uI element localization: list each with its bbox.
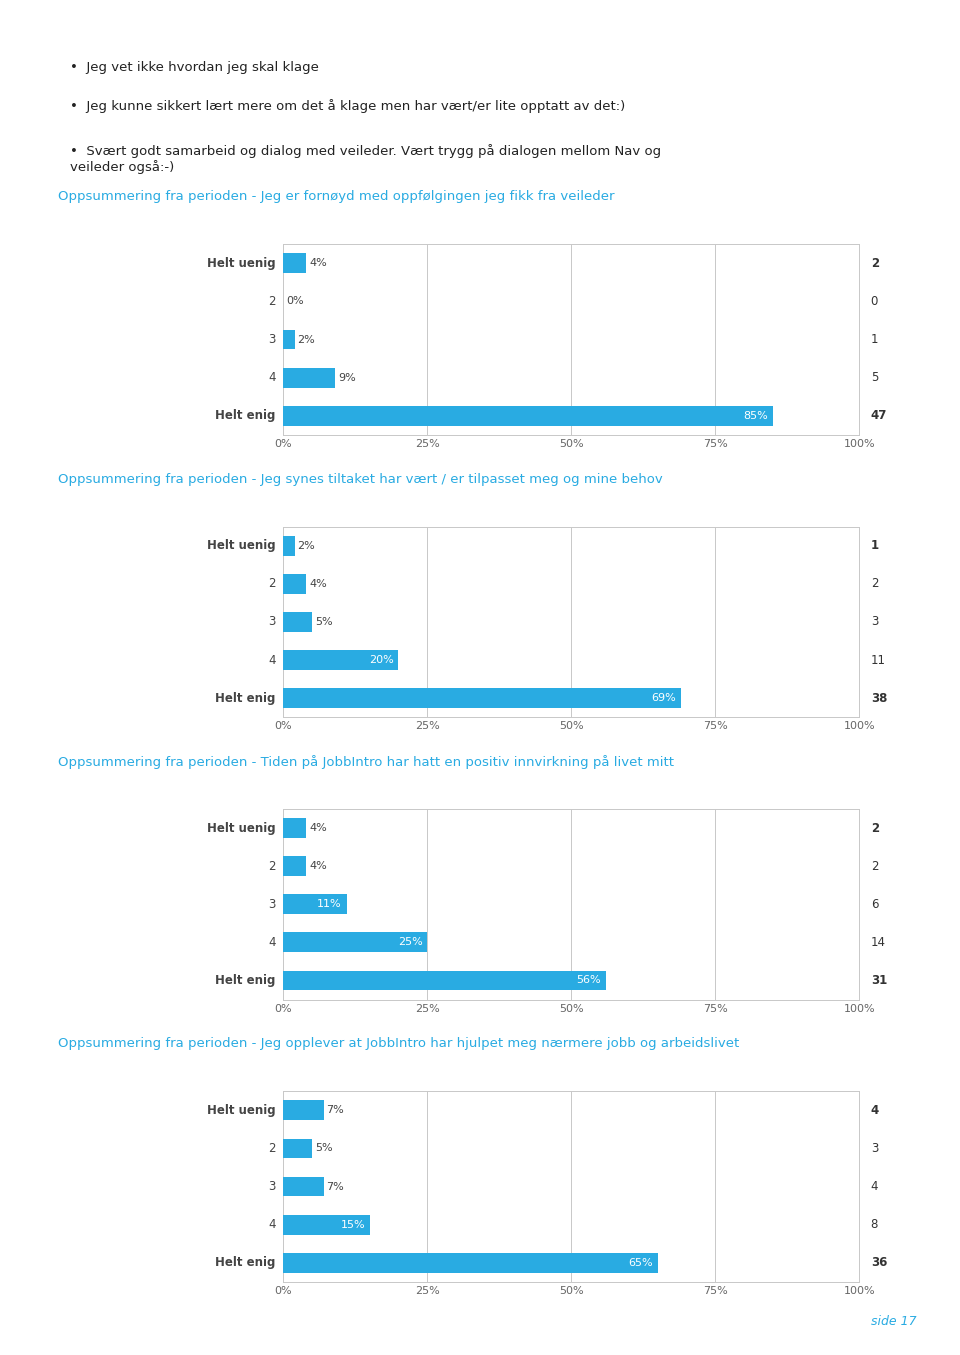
- Text: 4%: 4%: [309, 579, 326, 589]
- Text: Helt enig: Helt enig: [215, 1256, 276, 1270]
- Bar: [283, 575, 306, 593]
- Text: 4: 4: [268, 936, 276, 948]
- Bar: [283, 818, 306, 837]
- Text: 5%: 5%: [315, 617, 332, 627]
- Text: 4%: 4%: [309, 822, 326, 833]
- Bar: [283, 329, 295, 350]
- Text: 11%: 11%: [318, 900, 342, 909]
- Text: 38: 38: [871, 691, 887, 705]
- Text: 85%: 85%: [743, 411, 768, 421]
- Text: 2: 2: [871, 859, 878, 873]
- Text: 1: 1: [871, 333, 878, 346]
- Text: 2: 2: [268, 1142, 276, 1154]
- Text: 4: 4: [268, 653, 276, 667]
- Text: Oppsummering fra perioden - Jeg opplever at JobbIntro har hjulpet meg nærmere jo: Oppsummering fra perioden - Jeg opplever…: [58, 1038, 739, 1050]
- Text: 25%: 25%: [397, 938, 422, 947]
- Text: 4%: 4%: [309, 259, 326, 268]
- Text: 1: 1: [871, 539, 878, 553]
- Bar: [283, 1215, 370, 1234]
- Text: 7%: 7%: [326, 1106, 344, 1115]
- Text: 4: 4: [268, 371, 276, 385]
- Text: 69%: 69%: [651, 694, 676, 703]
- Bar: [283, 894, 347, 915]
- Bar: [283, 856, 306, 877]
- Text: 4: 4: [268, 1218, 276, 1232]
- Text: 11: 11: [871, 653, 886, 667]
- Text: 2%: 2%: [298, 335, 315, 344]
- Text: 20%: 20%: [369, 654, 394, 665]
- Text: 9%: 9%: [338, 373, 355, 382]
- Text: 2: 2: [268, 295, 276, 308]
- Text: 2: 2: [268, 859, 276, 873]
- Text: 3: 3: [268, 1180, 276, 1194]
- Text: •  Jeg kunne sikkert lært mere om det å klage men har vært/er lite opptatt av de: • Jeg kunne sikkert lært mere om det å k…: [70, 99, 625, 112]
- Text: 65%: 65%: [629, 1257, 653, 1268]
- Text: Helt enig: Helt enig: [215, 409, 276, 423]
- Text: 4: 4: [871, 1104, 879, 1117]
- Text: Helt enig: Helt enig: [215, 691, 276, 705]
- Text: Helt enig: Helt enig: [215, 974, 276, 986]
- Text: 3: 3: [871, 1142, 878, 1154]
- Text: 7%: 7%: [326, 1182, 344, 1191]
- Bar: [283, 406, 773, 425]
- Text: Helt uenig: Helt uenig: [207, 821, 276, 835]
- Text: 14: 14: [871, 936, 886, 948]
- Text: 4%: 4%: [309, 862, 326, 871]
- Text: 4: 4: [871, 1180, 878, 1194]
- Text: 0: 0: [871, 295, 878, 308]
- Bar: [283, 253, 306, 274]
- Text: •  Svært godt samarbeid og dialog med veileder. Vært trygg på dialogen mellom Na: • Svært godt samarbeid og dialog med vei…: [70, 144, 661, 175]
- Text: 2: 2: [871, 257, 878, 270]
- Text: 2: 2: [871, 577, 878, 591]
- Text: side 17: side 17: [871, 1314, 917, 1328]
- Text: 3: 3: [268, 615, 276, 629]
- Text: 5%: 5%: [315, 1144, 332, 1153]
- Bar: [283, 1138, 312, 1159]
- Text: 6: 6: [871, 898, 878, 911]
- Text: Helt uenig: Helt uenig: [207, 1104, 276, 1117]
- Text: 47: 47: [871, 409, 887, 423]
- Text: 2%: 2%: [298, 541, 315, 550]
- Text: Oppsummering fra perioden - Tiden på JobbIntro har hatt en positiv innvirkning p: Oppsummering fra perioden - Tiden på Job…: [58, 755, 674, 770]
- Bar: [283, 932, 427, 953]
- Text: 5: 5: [871, 371, 878, 385]
- Text: 2: 2: [268, 577, 276, 591]
- Text: 3: 3: [268, 333, 276, 346]
- Text: 36: 36: [871, 1256, 887, 1270]
- Bar: [283, 367, 335, 388]
- Text: 15%: 15%: [341, 1220, 365, 1230]
- Text: Helt uenig: Helt uenig: [207, 257, 276, 270]
- Text: 3: 3: [268, 898, 276, 911]
- Bar: [283, 612, 312, 631]
- Bar: [283, 650, 398, 669]
- Text: Oppsummering fra perioden - Jeg er fornøyd med oppfølgingen jeg fikk fra veilede: Oppsummering fra perioden - Jeg er fornø…: [58, 191, 614, 203]
- Text: 56%: 56%: [577, 976, 601, 985]
- Text: 2: 2: [871, 821, 878, 835]
- Bar: [283, 1253, 658, 1272]
- Bar: [283, 1100, 324, 1121]
- Text: 3: 3: [871, 615, 878, 629]
- Text: •  Jeg vet ikke hvordan jeg skal klage: • Jeg vet ikke hvordan jeg skal klage: [70, 61, 319, 75]
- Text: 8: 8: [871, 1218, 878, 1232]
- Bar: [283, 1176, 324, 1196]
- Bar: [283, 535, 295, 556]
- Bar: [283, 688, 681, 709]
- Bar: [283, 970, 606, 991]
- Text: 0%: 0%: [286, 297, 303, 306]
- Text: 31: 31: [871, 974, 887, 986]
- Text: Oppsummering fra perioden - Jeg synes tiltaket har vært / er tilpasset meg og mi: Oppsummering fra perioden - Jeg synes ti…: [58, 473, 662, 485]
- Text: Helt uenig: Helt uenig: [207, 539, 276, 553]
